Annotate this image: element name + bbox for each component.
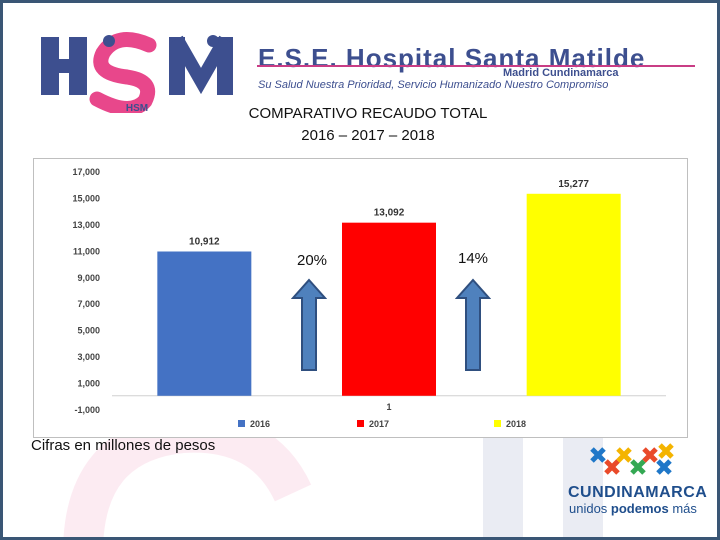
data-label-2017: 13,092 [374, 208, 405, 219]
arrow-up-icon [291, 278, 327, 371]
legend-label-2018: 2018 [506, 419, 526, 429]
cundinamarca-emblem-icon [590, 443, 674, 475]
x-tick-label: 1 [386, 402, 391, 412]
cundinamarca-tagline: unidos podemos más [569, 501, 697, 516]
hospital-name: E.S.E. Hospital Santa Matilde [258, 43, 646, 73]
header-divider [257, 65, 695, 67]
bar-2016 [157, 251, 252, 396]
bar-2018 [526, 193, 621, 396]
hsm-logo: HSM [41, 32, 233, 113]
chart-frame: -1,000 1,000 3,000 5,000 7,000 9,000 11,000 13,… [33, 158, 688, 438]
y-tick-label: 11,000 [73, 246, 100, 256]
hospital-city: Madrid Cundinamarca [503, 67, 619, 79]
legend-swatch-2018 [494, 420, 501, 427]
y-tick-label: 9,000 [77, 273, 100, 283]
bar-chart: -1,000 1,000 3,000 5,000 7,000 9,000 11,000 13,… [72, 167, 666, 429]
y-tick-label: 1,000 [77, 379, 100, 389]
y-tick-label: 13,000 [72, 220, 100, 230]
y-tick-label: 15,000 [72, 193, 100, 203]
arrow-up-icon [455, 278, 491, 371]
y-tick-label: 5,000 [77, 326, 100, 336]
bar-2017 [342, 222, 436, 396]
hospital-motto: Su Salud Nuestra Prioridad, Servicio Hum… [258, 79, 609, 91]
y-tick-label: 7,000 [77, 299, 100, 309]
legend-label-2016: 2016 [250, 419, 270, 429]
units-note: Cifras en millones de pesos [31, 437, 216, 454]
tagline-pre: unidos [569, 501, 611, 516]
y-tick-label: 3,000 [77, 352, 100, 362]
cundinamarca-brand: CUNDINAMARCA [568, 484, 708, 501]
y-tick-label: 17,000 [72, 167, 100, 177]
legend-label-2017: 2017 [369, 419, 389, 429]
data-label-2018: 15,277 [558, 179, 589, 190]
growth-2018-label: 14% [458, 250, 489, 267]
tagline-bold: podemos [610, 501, 669, 516]
legend-swatch-2017 [357, 420, 364, 427]
y-tick-label: -1,000 [74, 405, 100, 415]
chart-title-line1: COMPARATIVO RECAUDO TOTAL [248, 105, 488, 122]
logo-text: HSM [126, 103, 148, 113]
growth-2017-label: 20% [297, 252, 328, 269]
legend-swatch-2016 [238, 420, 245, 427]
tagline-post: más [668, 501, 697, 516]
data-label-2016: 10,912 [189, 236, 220, 247]
chart-title-line2: 2016 – 2017 – 2018 [301, 127, 435, 144]
